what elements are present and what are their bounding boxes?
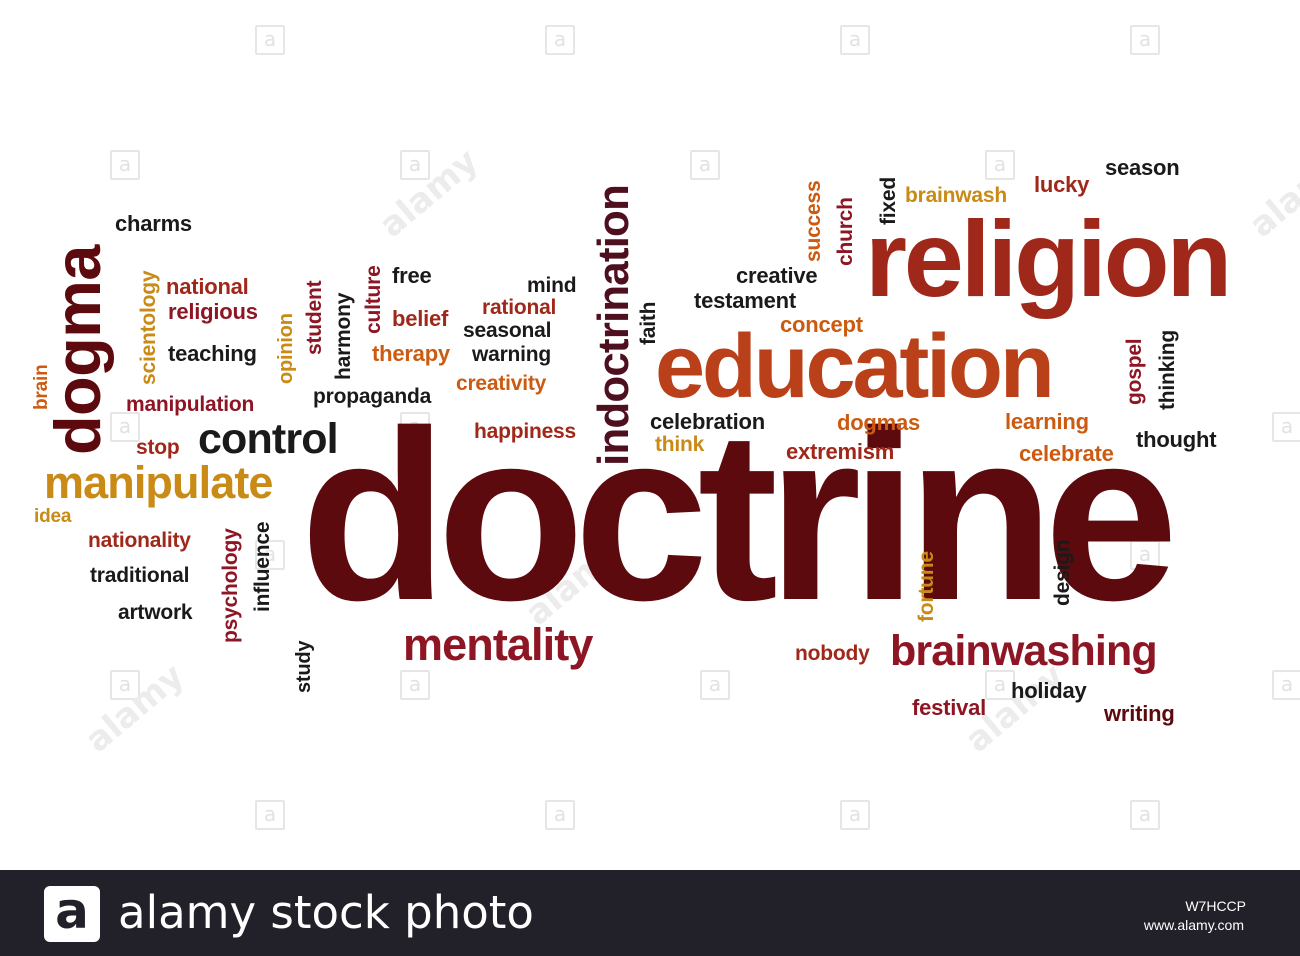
word-design: design (1051, 539, 1074, 606)
word-belief: belief (392, 306, 449, 331)
word-testament: testament (694, 288, 796, 313)
watermark-tile: a (840, 25, 870, 55)
word-harmony: harmony (332, 292, 355, 380)
watermark-text: alamy (1242, 140, 1300, 246)
word-scientology: scientology (137, 270, 160, 385)
watermark-tile: a (700, 670, 730, 700)
word-concept: concept (780, 312, 863, 337)
watermark-tile: a (255, 540, 285, 570)
word-fortune: fortune (915, 551, 938, 622)
word-charms: charms (115, 211, 192, 236)
word-season: season (1105, 155, 1180, 180)
word-rational: rational (482, 296, 557, 319)
image-id: W7HCCP (1185, 898, 1246, 914)
word-traditional: traditional (90, 564, 190, 587)
watermark-tile: a (545, 25, 575, 55)
watermark-tile: a (985, 150, 1015, 180)
word-cloud: a a a a a a a a a a a a a a a a a a a a … (31, 25, 1300, 830)
word-learning: learning (1005, 409, 1089, 434)
word-mind: mind (527, 274, 577, 297)
watermark-tile: a (1130, 540, 1160, 570)
word-free: free (392, 263, 432, 288)
word-gospel: gospel (1123, 338, 1146, 405)
watermark-tile: a (1130, 25, 1160, 55)
word-brainwash: brainwash (905, 184, 1007, 207)
word-opinion: opinion (275, 313, 297, 384)
footer-url: www.alamy.com (1143, 917, 1244, 933)
word-influence: influence (251, 521, 274, 612)
word-church: church (834, 197, 857, 266)
word-happiness: happiness (474, 420, 576, 443)
word-warning: warning (472, 343, 552, 366)
word-artwork: artwork (118, 601, 193, 624)
footer-brand-text: alamy stock photo (118, 886, 534, 939)
word-brainwashing: brainwashing (890, 627, 1158, 675)
word-teaching: teaching (168, 341, 257, 366)
word-holiday: holiday (1011, 678, 1087, 703)
word-stop: stop (136, 436, 180, 459)
word-creative: creative (736, 263, 818, 288)
word-nobody: nobody (795, 642, 870, 665)
word-manipulate: manipulate (44, 457, 273, 508)
watermark-tile: a (255, 25, 285, 55)
watermark-tile: a (1130, 800, 1160, 830)
alamy-logo-icon: a (44, 886, 100, 942)
word-creativity: creativity (456, 372, 547, 395)
word-therapy: therapy (372, 341, 450, 366)
word-dogmas: dogmas (837, 410, 921, 435)
word-study: study (293, 640, 315, 693)
word-student: student (303, 280, 326, 355)
word-dogma: dogma (41, 245, 114, 455)
word-brain: brain (31, 364, 52, 410)
word-religious: religious (168, 299, 258, 324)
word-thinking: thinking (1156, 330, 1179, 410)
word-mentality: mentality (403, 619, 593, 670)
watermark-tile: a (690, 150, 720, 180)
word-lucky: lucky (1034, 172, 1090, 197)
watermark-tile: a (400, 150, 430, 180)
word-think: think (655, 433, 705, 456)
watermark-tile: a (840, 800, 870, 830)
watermark-tile: a (110, 150, 140, 180)
stock-photo-footer: a alamy stock photo W7HCCP www.alamy.com (0, 870, 1300, 956)
word-indoctrination: indoctrination (589, 185, 638, 466)
word-psychology: psychology (219, 528, 242, 643)
watermark-tile: a (545, 800, 575, 830)
watermark-tile: a (985, 670, 1015, 700)
word-success: success (802, 180, 825, 262)
word-religion: religion (865, 198, 1232, 319)
watermark-tile: a (400, 670, 430, 700)
word-faith: faith (637, 301, 660, 345)
word-idea: idea (34, 506, 72, 527)
word-fixed: fixed (877, 177, 900, 225)
word-control: control (198, 415, 339, 463)
word-extremism: extremism (786, 439, 895, 464)
watermark-tile: a (110, 670, 140, 700)
word-propaganda: propaganda (313, 385, 432, 408)
word-manipulation: manipulation (126, 393, 255, 416)
watermark-tile: a (1272, 670, 1300, 700)
watermark-tile: a (255, 800, 285, 830)
watermark-tile: a (1272, 412, 1300, 442)
word-thought: thought (1136, 427, 1217, 452)
word-nationality: nationality (88, 529, 191, 552)
word-culture: culture (362, 265, 385, 334)
word-national: national (166, 274, 249, 299)
word-doctrine: doctrine (300, 381, 1178, 651)
watermark-tile: a (400, 412, 430, 442)
word-festival: festival (912, 695, 987, 720)
word-writing: writing (1104, 701, 1175, 726)
word-seasonal: seasonal (463, 319, 552, 342)
word-celebrate: celebrate (1019, 441, 1114, 466)
word-education: education (655, 317, 1055, 417)
word-celebration: celebration (650, 409, 765, 434)
watermark-tile: a (110, 412, 140, 442)
